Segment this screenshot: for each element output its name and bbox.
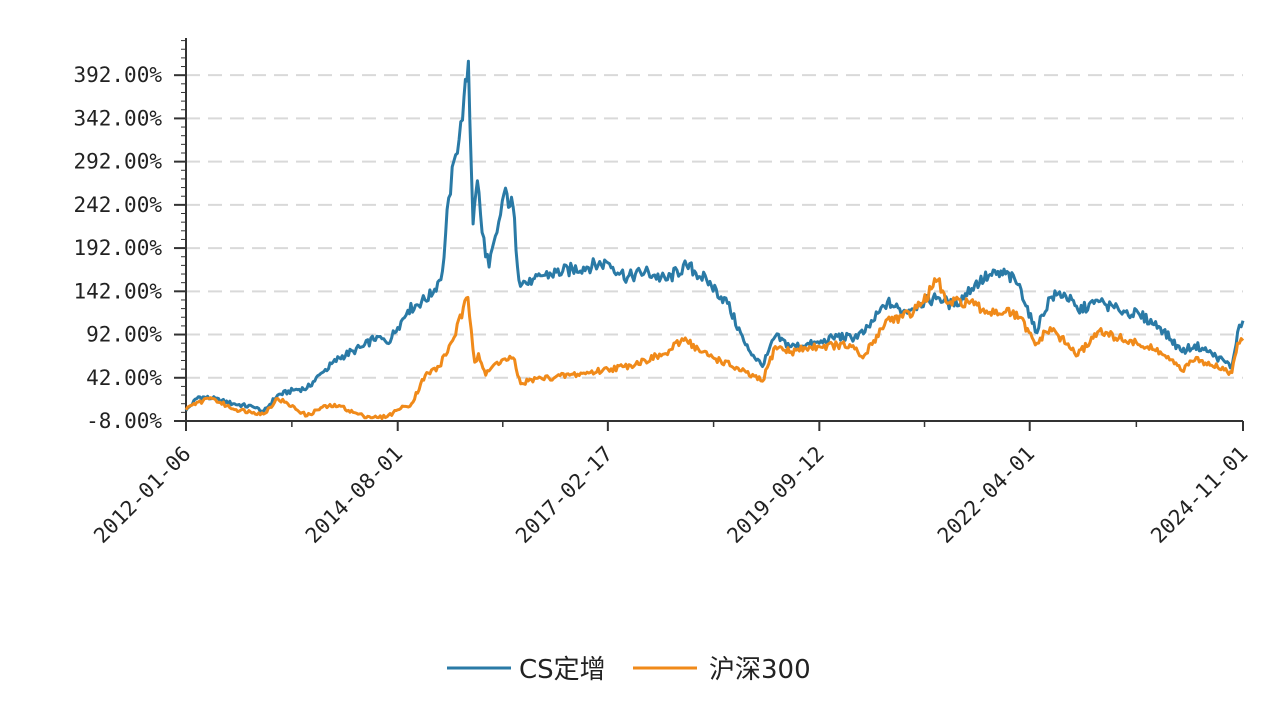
x-tick-label: 2017-02-17 (511, 442, 617, 548)
legend-label: 沪深300 (709, 655, 811, 685)
x-tick-label: 2012-01-06 (89, 442, 195, 548)
x-tick-label: 2014-08-01 (301, 442, 407, 548)
y-tick-label: 242.00% (73, 193, 162, 217)
x-tick-label: 2019-09-12 (723, 442, 829, 548)
y-tick-label: 142.00% (73, 279, 162, 303)
x-tick-label: 2022-04-01 (933, 442, 1039, 548)
y-tick-label: 392.00% (73, 63, 162, 87)
y-tick-label: 42.00% (86, 366, 162, 390)
x-axis: 2012-01-06 2014-08-01 2017-02-17 2019-09-12… (89, 420, 1253, 548)
y-tick-label: 292.00% (73, 150, 162, 174)
series-lines (184, 59, 1245, 421)
y-tick-label: 92.00% (86, 323, 162, 347)
series-line-1 (184, 277, 1245, 421)
legend-label: CS定增 (519, 655, 606, 685)
legend: CS定增 沪深300 (447, 655, 811, 685)
x-tick-label: 2024-11-01 (1146, 442, 1252, 548)
legend-item: 沪深300 (633, 655, 811, 685)
y-tick-label: -8.00% (86, 409, 162, 433)
series-line-0 (184, 59, 1245, 414)
y-axis: -8.00% 42.00% 92.00% 142.00% 192.00% 242.00% 2… (73, 38, 187, 433)
legend-item: CS定增 (447, 655, 606, 685)
gridlines (186, 74, 1243, 379)
y-tick-label: 192.00% (73, 236, 162, 260)
y-tick-label: 342.00% (73, 106, 162, 130)
